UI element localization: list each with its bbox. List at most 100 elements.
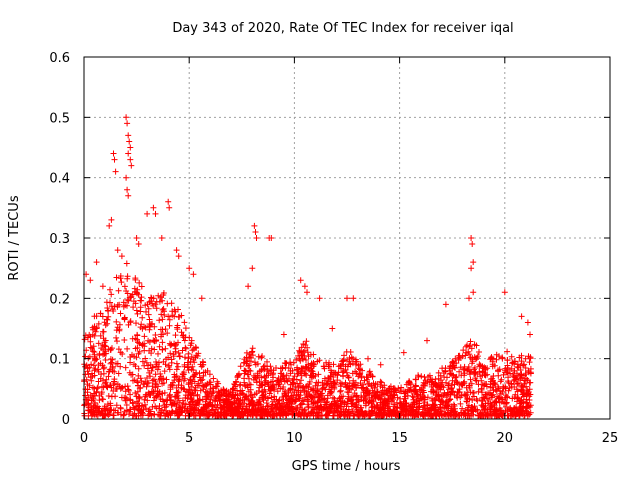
data-point (470, 259, 477, 266)
data-point (149, 383, 156, 390)
data-point (135, 339, 141, 346)
data-point (360, 389, 367, 396)
data-point (435, 392, 442, 399)
data-point (400, 349, 407, 356)
data-point (102, 406, 109, 413)
data-point (493, 388, 500, 395)
data-point (442, 402, 449, 409)
data-point (121, 283, 128, 290)
data-point (508, 353, 515, 360)
data-point (287, 370, 294, 377)
data-point (268, 406, 274, 413)
data-point (486, 406, 493, 413)
data-point (236, 397, 243, 404)
data-point (310, 385, 317, 392)
data-point (179, 397, 186, 404)
data-point (277, 406, 284, 413)
data-point (187, 376, 194, 383)
data-point (527, 331, 533, 338)
data-point (448, 407, 455, 414)
data-point (206, 371, 213, 378)
data-point (147, 373, 154, 380)
data-point (132, 345, 139, 352)
data-point (116, 327, 123, 334)
data-point (301, 283, 308, 290)
data-point (152, 384, 159, 391)
data-point (425, 407, 432, 414)
data-point (468, 345, 475, 352)
data-point (336, 395, 343, 401)
data-point (333, 401, 340, 408)
data-point (468, 265, 475, 272)
data-point (192, 384, 199, 391)
data-point (129, 351, 135, 358)
data-point (163, 376, 170, 383)
data-point (407, 384, 414, 391)
data-point (522, 365, 529, 371)
data-point (244, 357, 251, 364)
data-point (476, 349, 482, 355)
data-point (145, 391, 152, 398)
data-point (101, 339, 108, 346)
data-point (432, 397, 439, 404)
data-point (487, 406, 494, 412)
data-point (98, 389, 105, 396)
data-point (518, 358, 525, 365)
data-point (461, 410, 468, 417)
data-point (394, 394, 401, 401)
data-point (111, 378, 117, 385)
data-point (150, 295, 157, 302)
data-point (492, 381, 499, 388)
data-point (306, 381, 313, 387)
data-point (102, 380, 109, 387)
data-point (422, 409, 429, 416)
data-point (367, 413, 374, 419)
data-point (301, 387, 308, 394)
data-point (482, 381, 488, 387)
data-point (172, 348, 179, 355)
data-point (117, 349, 124, 356)
data-point (421, 394, 428, 401)
data-point (458, 409, 465, 416)
data-point (172, 394, 179, 400)
data-point (281, 360, 288, 366)
data-point (154, 392, 161, 398)
data-point (497, 378, 504, 385)
data-point (163, 407, 169, 414)
data-point (481, 395, 488, 402)
data-point (221, 388, 228, 395)
data-point (378, 379, 385, 386)
data-point (146, 326, 153, 333)
data-point (461, 378, 468, 385)
data-point (127, 144, 134, 151)
data-point (93, 259, 100, 266)
data-point (501, 289, 508, 296)
data-point (182, 334, 189, 341)
data-point (328, 389, 335, 396)
data-point (164, 396, 171, 403)
data-point (209, 412, 216, 419)
data-point (522, 355, 529, 362)
data-point (122, 388, 129, 395)
data-point (113, 274, 120, 281)
data-point (343, 348, 350, 355)
data-point (454, 389, 461, 396)
data-point (524, 387, 531, 394)
data-point (133, 307, 140, 314)
data-point (107, 286, 113, 293)
data-point (262, 406, 269, 413)
data-point (263, 372, 270, 379)
data-point (107, 402, 114, 409)
data-point (136, 279, 143, 286)
data-point (291, 389, 298, 396)
data-point (469, 241, 476, 247)
data-point (160, 398, 167, 405)
data-point (362, 392, 369, 399)
data-point (458, 372, 465, 379)
data-point (334, 377, 341, 384)
data-point (161, 368, 168, 375)
data-point (365, 355, 371, 362)
data-point (504, 394, 511, 401)
data-point (444, 411, 451, 418)
data-point (467, 389, 474, 396)
